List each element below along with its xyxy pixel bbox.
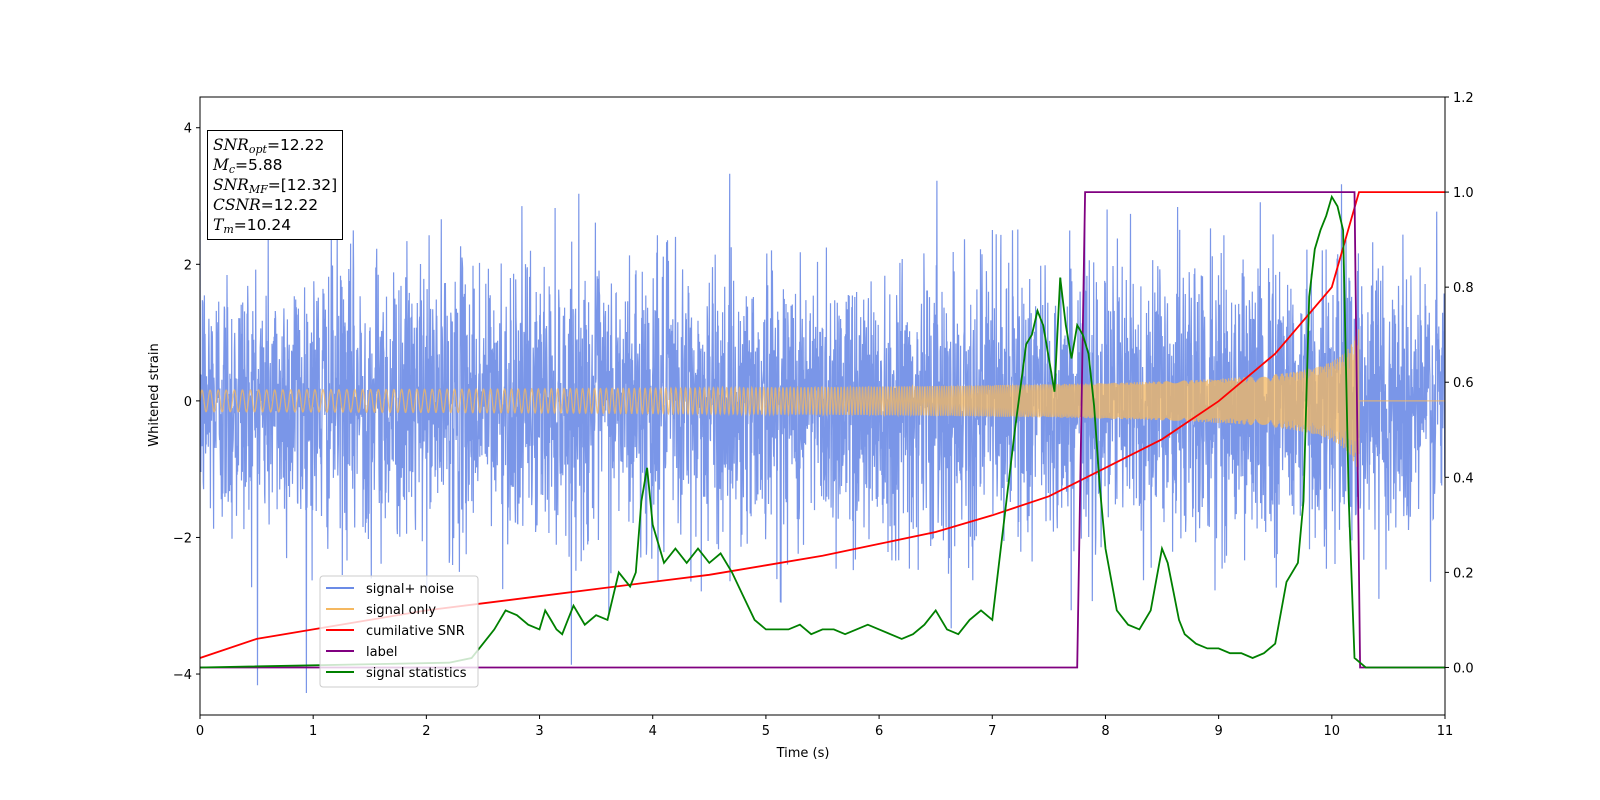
y-right-tick-label: 0.6 xyxy=(1453,376,1474,391)
x-tick-label: 6 xyxy=(875,724,883,739)
legend: signal+ noise signal only cumilative SNR la… xyxy=(319,575,479,688)
y-left-tick-label: 4 xyxy=(184,122,192,137)
y-axis-label: Whitened strain xyxy=(147,343,162,446)
x-axis-label: Time (s) xyxy=(776,746,830,761)
y-left-tick-label: 0 xyxy=(184,395,192,410)
x-tick-label: 7 xyxy=(988,724,996,739)
y-right-tick-label: 1.2 xyxy=(1453,91,1474,106)
snr-mf-value: =[12.32] xyxy=(267,176,338,194)
legend-label: cumilative SNR xyxy=(366,624,465,639)
tm-label: T xyxy=(213,216,224,234)
legend-frame xyxy=(319,575,479,688)
legend-label: signal statistics xyxy=(366,666,467,681)
x-tick-label: 4 xyxy=(649,724,657,739)
x-tick-label: 8 xyxy=(1101,724,1109,739)
axes: 0 1 2 3 4 5 6 7 8 9 10 11 −4 −2 0 2 4 0.0 0.2 0.4 0.6 0.8 1.0 1… xyxy=(173,91,1474,739)
x-tick-label: 3 xyxy=(535,724,543,739)
snr-opt-value: =12.22 xyxy=(266,136,325,154)
tm-sub: m xyxy=(223,223,234,236)
mc-sub: c xyxy=(228,163,236,176)
x-tick-label: 9 xyxy=(1214,724,1222,739)
x-tick-label: 1 xyxy=(309,724,317,739)
y-right-tick-label: 0.0 xyxy=(1453,661,1474,676)
snr-opt-sub: opt xyxy=(248,143,267,156)
legend-label: signal only xyxy=(366,603,436,618)
x-tick-label: 0 xyxy=(196,724,204,739)
y-right-tick-label: 0.2 xyxy=(1453,566,1474,581)
mc-line: Mc=5.88 xyxy=(213,155,337,175)
snr-mf-sub: MF xyxy=(248,183,268,196)
y-right-tick-label: 0.4 xyxy=(1453,471,1474,486)
csnr-label: CSNR xyxy=(213,196,261,214)
mc-value: =5.88 xyxy=(235,156,283,174)
y-right-tick-label: 0.8 xyxy=(1453,281,1474,296)
x-tick-label: 11 xyxy=(1437,724,1454,739)
x-tick-label: 5 xyxy=(762,724,770,739)
csnr-line: CSNR=12.22 xyxy=(213,195,337,215)
y-right-tick-label: 1.0 xyxy=(1453,186,1474,201)
tm-line: Tm=10.24 xyxy=(213,215,337,235)
mc-label: M xyxy=(213,156,229,174)
tm-value: =10.24 xyxy=(233,216,292,234)
x-tick-label: 10 xyxy=(1324,724,1341,739)
plot-frame xyxy=(199,96,1446,716)
series-signal-statistics-line xyxy=(200,194,1445,669)
snr-mf-line: SNRMF=[12.32] xyxy=(213,175,337,195)
y-left-tick-label: −2 xyxy=(173,531,192,546)
x-tick-label: 2 xyxy=(422,724,430,739)
info-box: SNRopt=12.22 Mc=5.88 SNRMF=[12.32] CSNR=… xyxy=(207,130,344,240)
series-signal-only-line xyxy=(200,329,1445,472)
y-left-tick-label: 2 xyxy=(184,258,192,273)
snr-opt-label: SNR xyxy=(213,136,249,154)
csnr-value: =12.22 xyxy=(260,196,319,214)
legend-label: label xyxy=(366,645,397,660)
snr-mf-label: SNR xyxy=(213,176,249,194)
snr-opt-line: SNRopt=12.22 xyxy=(213,135,337,155)
legend-label: signal+ noise xyxy=(366,582,454,597)
y-left-tick-label: −4 xyxy=(173,668,192,683)
